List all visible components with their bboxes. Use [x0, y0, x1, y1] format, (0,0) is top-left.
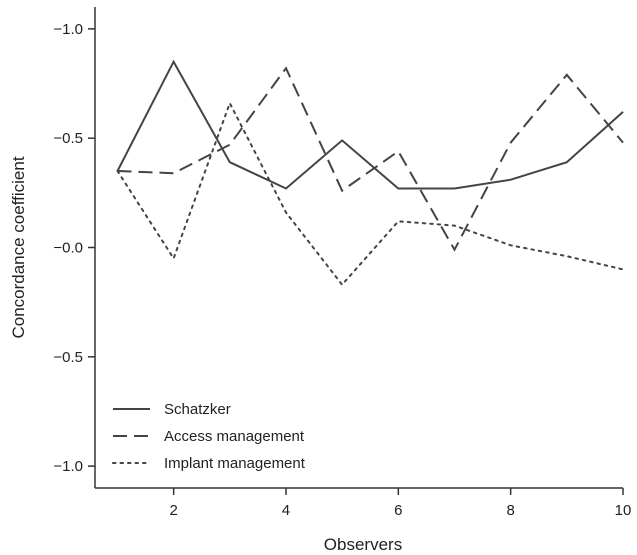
legend-label-schatzker: Schatzker: [164, 401, 231, 418]
y-tick-label: −0.5: [53, 349, 83, 366]
legend: Schatzker Access management Implant manage…: [112, 401, 306, 472]
x-tick-label: 6: [394, 502, 402, 519]
y-tick-label: −0.5: [53, 130, 83, 147]
legend-label-access-management: Access management: [164, 428, 305, 445]
legend-label-implant-management: Implant management: [164, 455, 306, 472]
series-line-access-management: [117, 66, 624, 252]
y-axis-label: Concordance coefficient: [9, 156, 28, 338]
y-tick-label: −0.0: [53, 240, 83, 257]
x-tick-label: 4: [282, 502, 290, 519]
y-tick-label: −1.0: [53, 21, 83, 38]
x-tick-label: 8: [506, 502, 514, 519]
x-tick-label: 10: [615, 502, 632, 519]
axes: −1.0 −0.5 −0.0 −0.5 −1.0 2 4 6 8 10 Observers Conco…: [9, 7, 631, 554]
series-line-schatzker: [116, 59, 624, 190]
x-tick-label: 2: [169, 502, 177, 519]
plot-area: [116, 59, 624, 287]
x-axis-label: Observers: [324, 535, 402, 554]
y-tick-label: −1.0: [53, 458, 83, 475]
series-line-implant-management: [116, 100, 624, 287]
